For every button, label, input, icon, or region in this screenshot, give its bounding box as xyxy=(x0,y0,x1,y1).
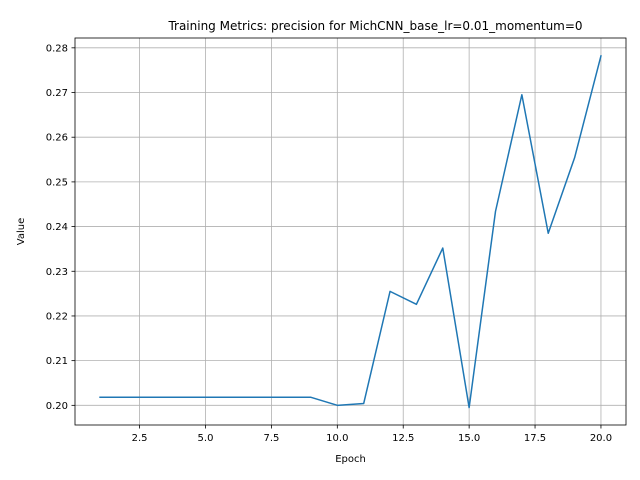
y-tick-label: 0.27 xyxy=(46,88,68,99)
x-tick-label: 7.5 xyxy=(263,433,279,444)
y-tick-label: 0.24 xyxy=(46,222,68,233)
y-axis-label: Value xyxy=(16,218,27,245)
x-tick-label: 2.5 xyxy=(132,433,148,444)
y-tick-label: 0.22 xyxy=(46,311,68,322)
series-layer xyxy=(99,54,602,409)
chart-title: Training Metrics: precision for MichCNN_… xyxy=(167,19,582,33)
x-tick-label: 20.0 xyxy=(590,433,612,444)
grid xyxy=(75,38,626,425)
x-tick-label: 17.5 xyxy=(524,433,546,444)
series-line xyxy=(99,54,602,409)
y-tick-label: 0.28 xyxy=(46,43,68,54)
y-tick-label: 0.26 xyxy=(46,133,68,144)
x-axis-label: Epoch xyxy=(335,454,366,465)
x-tick-label: 10.0 xyxy=(326,433,348,444)
x-tick-label: 12.5 xyxy=(392,433,414,444)
axes-frame xyxy=(74,37,627,426)
y-tick-label: 0.20 xyxy=(46,401,68,412)
y-tick-label: 0.25 xyxy=(46,177,68,188)
x-axis-ticks: 2.5 5.0 7.5 10.0 12.5 15.0 17.5 20.0 xyxy=(132,425,612,444)
y-tick-label: 0.21 xyxy=(46,356,68,367)
y-axis-ticks: 0.20 0.21 0.22 0.23 0.24 0.25 0.26 0.27 0.28 xyxy=(46,43,75,412)
y-tick-label: 0.23 xyxy=(46,267,68,278)
x-tick-label: 15.0 xyxy=(458,433,480,444)
x-tick-label: 5.0 xyxy=(198,433,214,444)
